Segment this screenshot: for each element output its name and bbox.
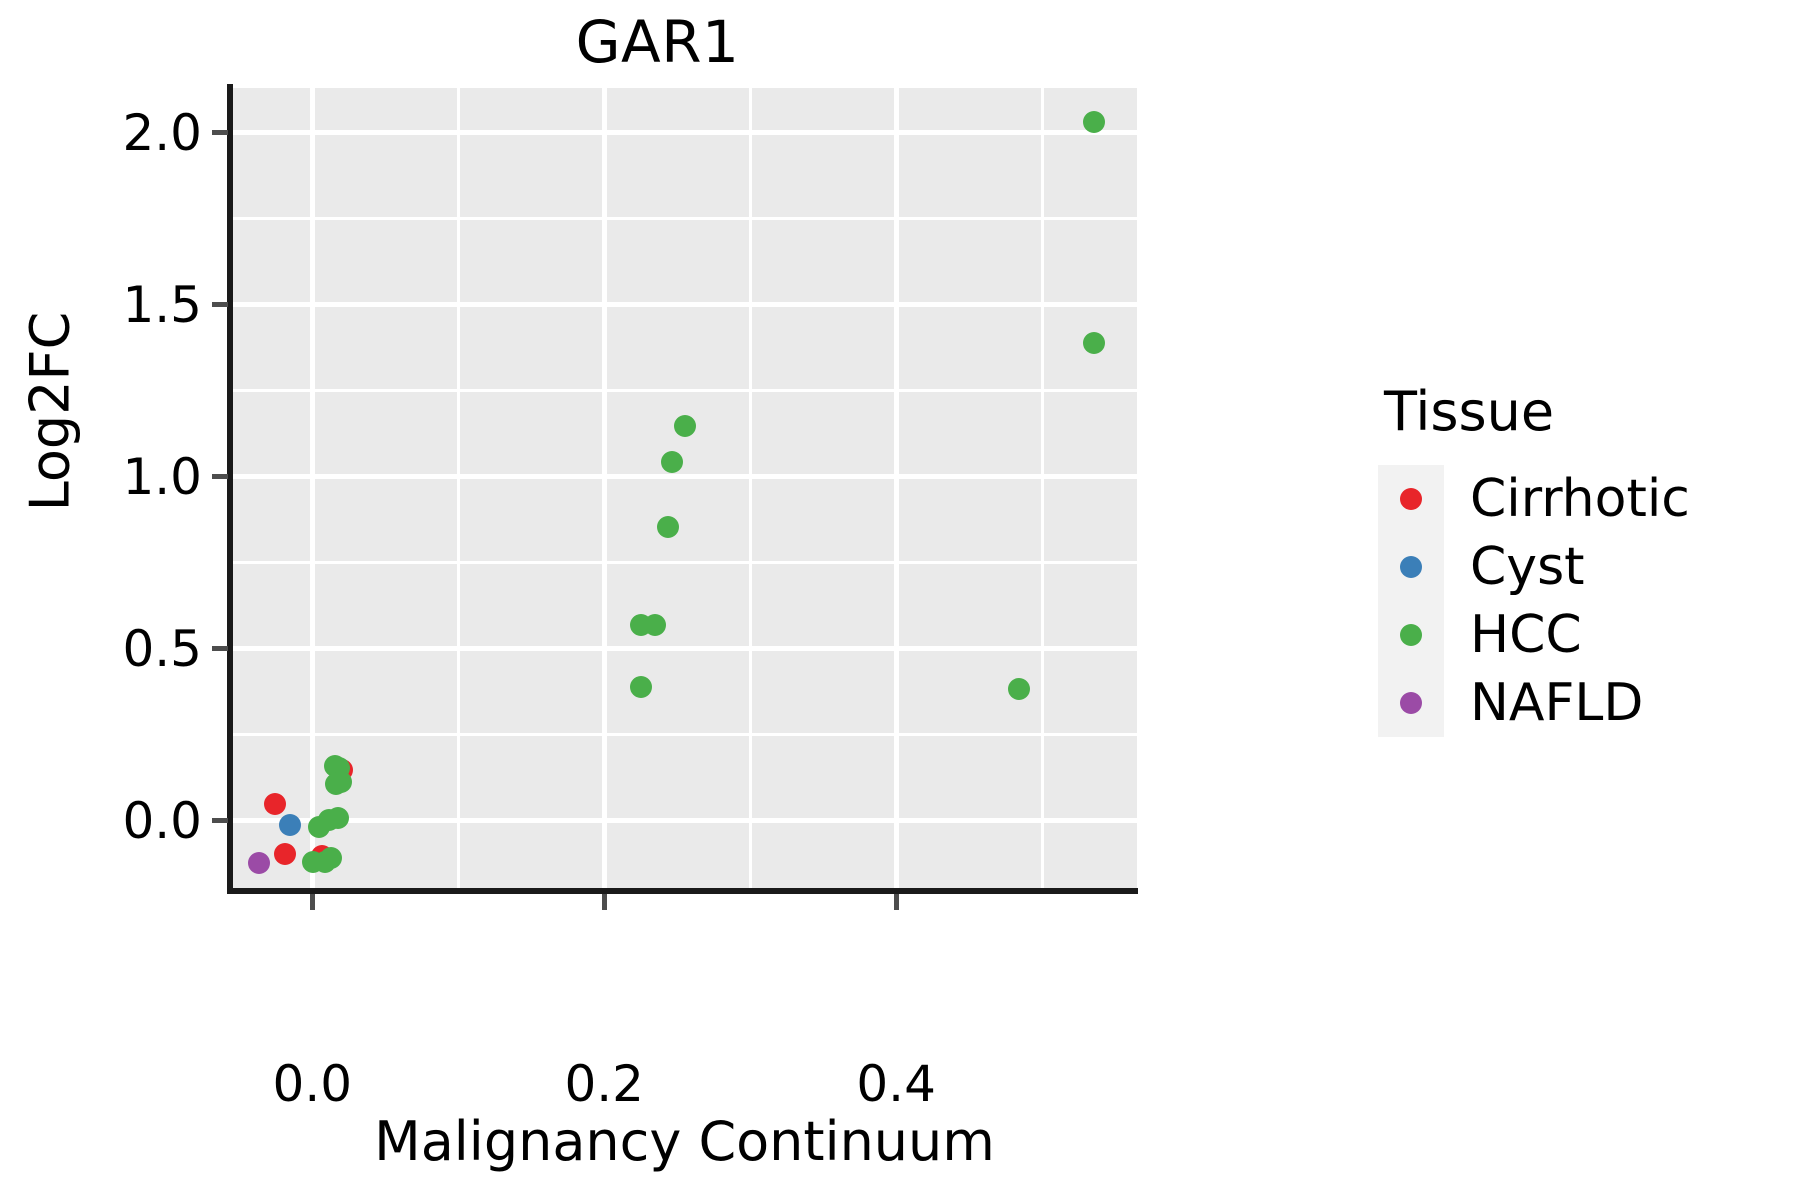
y-tick-label: 1.0 <box>122 447 202 506</box>
x-tick-label: 0.0 <box>272 1055 353 1113</box>
legend-item-label: NAFLD <box>1470 673 1644 733</box>
x-axis-title: Malignancy Continuum <box>374 1110 995 1173</box>
data-point-hcc <box>643 613 666 636</box>
legend-item-cyst[interactable]: Cyst <box>1378 533 1778 601</box>
data-point-cyst <box>278 814 301 837</box>
legend-item-hcc[interactable]: HCC <box>1378 601 1778 669</box>
x-tick-mark <box>309 894 315 910</box>
legend-item-cirrhotic[interactable]: Cirrhotic <box>1378 465 1778 533</box>
legend: Tissue Cirrhotic Cyst HCC NAFLD <box>1378 380 1778 737</box>
gridline-horizontal <box>232 474 1137 480</box>
data-point-hcc <box>656 516 679 539</box>
legend-dot-icon <box>1400 556 1422 578</box>
gridline-horizontal <box>232 389 1137 393</box>
gridline-vertical <box>601 88 607 888</box>
x-tick-label: 0.2 <box>564 1055 644 1113</box>
gridline-vertical <box>309 88 315 888</box>
x-tick-mark <box>601 894 607 910</box>
y-tick-label: 0.5 <box>122 619 202 678</box>
data-point-hcc <box>630 676 653 699</box>
legend-dot-icon <box>1400 692 1422 714</box>
gridline-vertical <box>1040 88 1044 888</box>
gridline-horizontal <box>232 818 1137 824</box>
data-point-hcc <box>1082 332 1105 355</box>
data-point-hcc <box>661 451 684 474</box>
chart-title: GAR1 <box>575 8 740 76</box>
plot-panel <box>232 88 1137 888</box>
y-tick-mark <box>212 474 228 480</box>
legend-dot-icon <box>1400 624 1422 646</box>
legend-item-label: HCC <box>1470 605 1582 665</box>
legend-key-swatch <box>1378 669 1444 737</box>
y-axis-title: Log2FC <box>18 311 82 512</box>
legend-items: Cirrhotic Cyst HCC NAFLD <box>1378 465 1778 737</box>
gridline-horizontal <box>232 733 1137 737</box>
y-tick-label: 1.5 <box>122 275 202 334</box>
legend-key-swatch <box>1378 465 1444 533</box>
legend-item-label: Cyst <box>1470 537 1585 597</box>
y-tick-mark <box>212 302 228 308</box>
y-tick-label: 2.0 <box>122 103 202 162</box>
legend-key-swatch <box>1378 601 1444 669</box>
data-point-hcc <box>307 815 330 838</box>
y-tick-mark <box>212 818 228 824</box>
legend-item-nafld[interactable]: NAFLD <box>1378 669 1778 737</box>
gridline-vertical <box>893 88 899 888</box>
x-axis-line <box>227 888 1138 894</box>
gridline-horizontal <box>232 561 1137 565</box>
y-tick-mark <box>212 646 228 652</box>
legend-key-swatch <box>1378 533 1444 601</box>
gridline-horizontal <box>232 302 1137 308</box>
y-tick-label: 0.0 <box>122 791 202 850</box>
data-point-hcc <box>1082 110 1105 133</box>
data-point-nafld <box>248 851 270 874</box>
gridline-horizontal <box>232 646 1137 652</box>
data-point-cirrhotic <box>274 842 297 865</box>
gridline-vertical <box>748 88 752 888</box>
data-point-hcc <box>313 850 336 873</box>
data-point-cirrhotic <box>264 793 287 816</box>
gridline-horizontal <box>232 130 1137 136</box>
data-point-hcc <box>674 414 697 437</box>
x-tick-label: 0.4 <box>856 1055 936 1113</box>
gridline-vertical <box>456 88 460 888</box>
data-point-hcc <box>325 772 348 795</box>
gridline-horizontal <box>232 217 1137 221</box>
data-point-hcc <box>1008 677 1031 700</box>
y-tick-mark <box>212 130 228 136</box>
x-tick-mark <box>893 894 899 910</box>
legend-item-label: Cirrhotic <box>1470 469 1690 529</box>
legend-dot-icon <box>1400 488 1422 510</box>
legend-title: Tissue <box>1384 380 1555 443</box>
y-axis-line <box>227 84 233 892</box>
